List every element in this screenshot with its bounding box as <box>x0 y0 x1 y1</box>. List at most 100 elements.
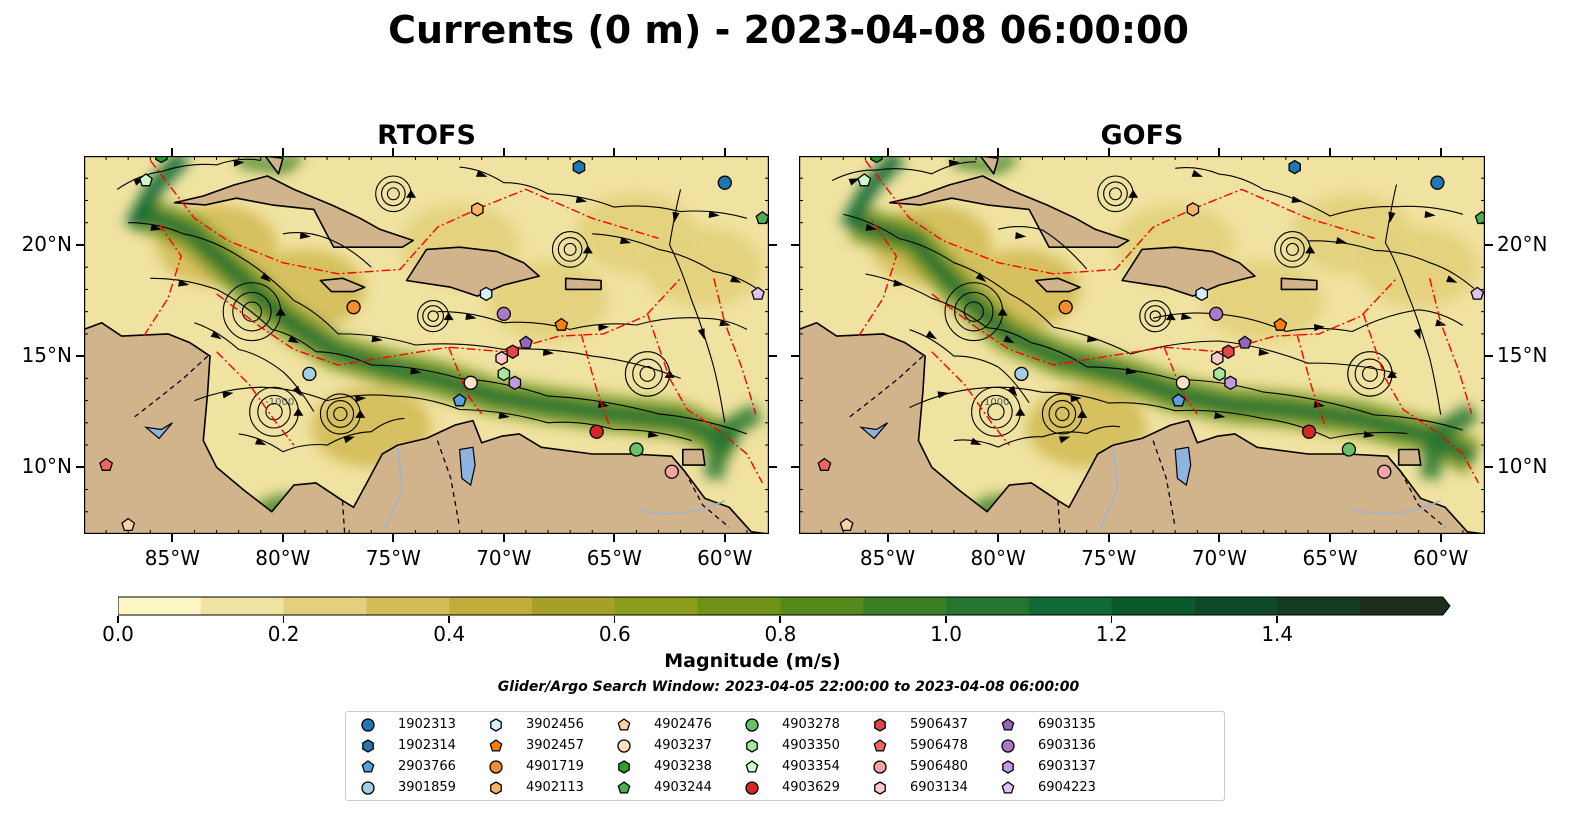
colorbar-bin <box>118 597 202 615</box>
gofs-float-4903244 <box>1474 210 1485 225</box>
gofs-lon-tick-mark <box>1329 148 1332 156</box>
legend-label: 2903766 <box>398 759 456 774</box>
legend-label: 4903629 <box>782 780 840 795</box>
colorbar-bin <box>614 597 699 615</box>
gofs-lon-tick-label: 75°W <box>1081 546 1137 570</box>
rtofs-lon-tick-label: 80°W <box>255 546 311 570</box>
rtofs-float-4902113 <box>471 202 484 217</box>
rtofs-lon-tick-mark <box>723 534 726 542</box>
rtofs-float-4903238 <box>155 156 168 164</box>
gofs-float-4903629 <box>1301 424 1317 439</box>
gofs-float-1902314 <box>1288 159 1301 175</box>
colorbar-tick-mark <box>448 616 450 623</box>
legend-label: 1902314 <box>398 738 456 753</box>
legend-marker <box>1001 718 1015 731</box>
rtofs-float-3902456 <box>479 286 493 302</box>
search-window-caption: Glider/Argo Search Window: 2023-04-05 22… <box>497 679 1080 695</box>
gofs-float-4902476 <box>839 517 854 532</box>
legend-label: 4903244 <box>654 780 712 795</box>
colorbar-label: Magnitude (m/s) <box>664 650 841 672</box>
gofs-float-4903350 <box>1213 366 1226 382</box>
gofs-float-6903136 <box>1208 306 1224 322</box>
gofs-lon-tick-mark <box>1218 148 1221 156</box>
legend-label: 4903237 <box>654 738 712 753</box>
legend-marker <box>873 739 887 752</box>
rtofs-lon-tick-label: 85°W <box>144 546 200 570</box>
rtofs-lat-tick-mark <box>769 243 777 246</box>
rtofs-lon-tick-mark <box>281 148 284 156</box>
legend-marker <box>1002 760 1014 774</box>
colorbar-tick-label: 0.0 <box>102 622 134 646</box>
gofs-float-4902113 <box>1186 202 1200 217</box>
gofs-lon-tick-label: 60°W <box>1413 546 1469 570</box>
rtofs-lon-tick-mark <box>281 534 284 542</box>
rtofs-lon-tick-label: 65°W <box>586 546 642 570</box>
gofs-lon-tick-mark <box>886 534 889 542</box>
gofs-float-6904223 <box>1470 286 1485 300</box>
legend-marker <box>489 739 503 752</box>
colorbar-tick-mark <box>282 616 285 623</box>
colorbar-tick-mark <box>945 616 947 623</box>
colorbar-bin <box>1360 597 1444 615</box>
legend-marker <box>617 781 631 794</box>
legend-label: 4903354 <box>782 759 840 774</box>
colorbar-bin <box>1277 597 1361 615</box>
rtofs-float-4903237 <box>463 375 478 390</box>
rtofs-lon-tick-mark <box>392 534 395 542</box>
colorbar-bin <box>780 597 864 615</box>
gofs-lat-tick-mark <box>1485 466 1493 469</box>
rtofs-float-5906478 <box>99 457 114 471</box>
rtofs-lon-tick-mark <box>392 148 395 156</box>
rtofs-lon-tick-label: 70°W <box>476 546 532 570</box>
legend-label: 3902456 <box>526 717 584 732</box>
colorbar-tick-mark <box>613 616 616 623</box>
colorbar-tick-mark <box>117 616 119 623</box>
gofs-float-6903135 <box>1237 335 1252 349</box>
gofs-lat-tick-mark <box>1485 355 1493 358</box>
map-panel-rtofs: -1000 <box>84 156 769 534</box>
gofs-float-4903238 <box>870 156 883 164</box>
legend-marker <box>361 781 375 795</box>
rtofs-lon-tick-mark <box>171 534 174 542</box>
legend-marker <box>361 718 375 732</box>
legend-marker <box>618 760 630 774</box>
colorbar-tick-label: 0.2 <box>267 622 300 646</box>
gofs-lat-tick-mark <box>791 243 799 246</box>
gofs-lon-tick-mark <box>1218 534 1221 542</box>
colorbar-tick-label: 1.2 <box>1095 622 1128 646</box>
legend-label: 5906478 <box>910 738 968 753</box>
gofs-lat-tick-mark <box>791 466 799 469</box>
gofs-float-4903354 <box>857 173 872 187</box>
colorbar-bin <box>366 597 450 615</box>
colorbar-bin <box>283 597 367 615</box>
legend-marker <box>489 760 503 774</box>
rtofs-lat-tick-mark <box>769 355 777 358</box>
legend-marker <box>745 781 759 795</box>
gofs-lon-tick-label: 65°W <box>1302 546 1358 570</box>
colorbar-tick-label: 0.4 <box>433 622 466 646</box>
legend-marker <box>874 781 886 795</box>
colorbar-tick-mark <box>1276 616 1278 623</box>
rtofs-float-4901719 <box>346 300 361 315</box>
colorbar-bin <box>449 597 533 615</box>
gofs-lon-tick-label: 85°W <box>859 546 916 570</box>
legend-marker <box>362 739 374 753</box>
colorbar-tick-label: 0.8 <box>764 622 797 646</box>
legend-label: 6903135 <box>1038 717 1096 732</box>
rtofs-lat-tick-label: 15°N <box>21 343 72 368</box>
rtofs-lat-tick-label: 20°N <box>21 231 72 256</box>
rtofs-float-5906480 <box>664 464 679 479</box>
legend-label: 4903350 <box>782 738 840 753</box>
gofs-float-5906480 <box>1377 464 1392 479</box>
rtofs-lat-tick-mark <box>76 243 84 246</box>
gofs-float-4903237 <box>1175 375 1191 390</box>
rtofs-float-4903278 <box>629 442 644 457</box>
colorbar-tick-label: 1.0 <box>930 622 962 646</box>
rtofs-lon-tick-mark <box>723 148 726 156</box>
rtofs-float-6903134 <box>495 351 508 366</box>
rtofs-lon-tick-mark <box>171 148 174 156</box>
colorbar-bin <box>1194 597 1278 615</box>
legend-label: 3901859 <box>398 780 456 795</box>
map-panel-gofs: -1000 <box>799 156 1485 534</box>
gofs-float-3902456 <box>1195 286 1209 302</box>
